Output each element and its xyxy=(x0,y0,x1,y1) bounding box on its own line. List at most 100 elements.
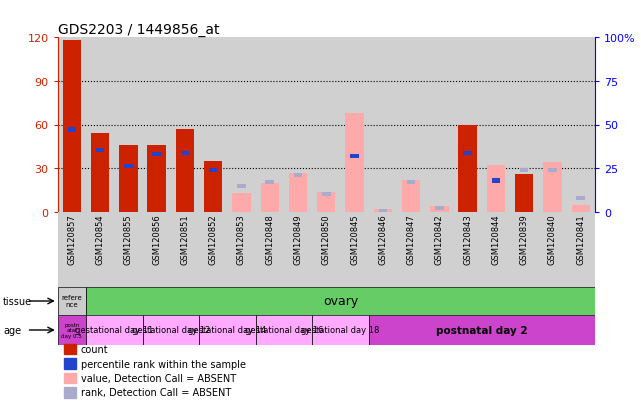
Bar xyxy=(204,161,222,212)
Bar xyxy=(435,206,444,211)
Text: GSM120845: GSM120845 xyxy=(350,214,359,264)
Bar xyxy=(67,128,76,132)
Bar xyxy=(350,154,359,158)
Bar xyxy=(171,212,199,287)
Bar xyxy=(209,169,217,173)
Bar xyxy=(345,114,363,212)
Bar xyxy=(256,212,284,287)
Bar xyxy=(237,185,246,189)
Bar xyxy=(425,38,453,212)
Text: GSM120840: GSM120840 xyxy=(548,214,557,264)
Bar xyxy=(171,38,199,212)
Bar xyxy=(312,212,340,287)
Text: GDS2203 / 1449856_at: GDS2203 / 1449856_at xyxy=(58,23,219,37)
Bar xyxy=(369,315,595,345)
Bar xyxy=(58,315,86,345)
Bar xyxy=(369,212,397,287)
Text: GSM120855: GSM120855 xyxy=(124,214,133,264)
Text: tissue: tissue xyxy=(3,296,32,306)
Bar xyxy=(294,173,303,177)
Bar xyxy=(142,212,171,287)
Bar xyxy=(463,152,472,155)
Text: postnatal day 2: postnatal day 2 xyxy=(436,325,528,335)
Text: GSM120843: GSM120843 xyxy=(463,214,472,265)
Bar xyxy=(284,38,312,212)
Text: GSM120852: GSM120852 xyxy=(209,214,218,264)
Bar xyxy=(567,212,595,287)
Bar xyxy=(397,212,425,287)
Text: GSM120850: GSM120850 xyxy=(322,214,331,264)
Bar xyxy=(572,205,590,212)
Text: GSM120841: GSM120841 xyxy=(576,214,585,264)
Bar xyxy=(520,169,528,173)
Bar xyxy=(96,149,104,152)
Text: GSM120848: GSM120848 xyxy=(265,214,274,265)
Text: gestational day 16: gestational day 16 xyxy=(245,326,323,335)
Bar xyxy=(312,315,369,345)
Bar xyxy=(482,38,510,212)
Text: GSM120857: GSM120857 xyxy=(67,214,76,265)
Text: gestational day 11: gestational day 11 xyxy=(75,326,153,335)
Bar xyxy=(548,169,556,173)
Bar xyxy=(379,209,387,214)
Bar xyxy=(374,209,392,212)
Text: GSM120849: GSM120849 xyxy=(294,214,303,264)
Bar xyxy=(402,180,420,212)
Text: gestational day 12: gestational day 12 xyxy=(131,326,210,335)
Bar xyxy=(256,315,312,345)
Bar xyxy=(510,38,538,212)
Text: postn
atal
day 0.5: postn atal day 0.5 xyxy=(62,322,82,339)
Bar xyxy=(430,206,449,212)
Text: GSM120839: GSM120839 xyxy=(520,214,529,265)
Bar xyxy=(58,38,86,212)
Bar xyxy=(510,212,538,287)
Bar xyxy=(256,38,284,212)
Bar xyxy=(397,38,425,212)
Bar xyxy=(124,164,133,169)
Bar xyxy=(181,152,189,155)
Bar xyxy=(147,145,166,212)
Bar xyxy=(567,38,595,212)
Bar xyxy=(199,212,228,287)
Bar xyxy=(86,38,114,212)
Bar xyxy=(114,212,142,287)
Bar xyxy=(58,287,86,315)
Text: percentile rank within the sample: percentile rank within the sample xyxy=(81,359,246,369)
Text: age: age xyxy=(3,325,21,335)
Text: value, Detection Call = ABSENT: value, Detection Call = ABSENT xyxy=(81,373,236,383)
Bar xyxy=(199,315,256,345)
Bar xyxy=(199,38,228,212)
Text: GSM120847: GSM120847 xyxy=(406,214,415,265)
Bar xyxy=(369,38,397,212)
Bar xyxy=(487,166,505,212)
Bar xyxy=(142,38,171,212)
Bar xyxy=(322,192,331,196)
Bar xyxy=(317,192,335,212)
Text: GSM120853: GSM120853 xyxy=(237,214,246,265)
Bar xyxy=(576,197,585,201)
Bar xyxy=(340,212,369,287)
Bar xyxy=(58,212,86,287)
Bar xyxy=(425,212,453,287)
Bar xyxy=(407,180,415,185)
Bar xyxy=(284,212,312,287)
Bar xyxy=(91,134,109,212)
Text: count: count xyxy=(81,344,108,354)
Bar xyxy=(538,38,567,212)
Text: GSM120854: GSM120854 xyxy=(96,214,104,264)
Text: GSM120846: GSM120846 xyxy=(378,214,387,265)
Bar xyxy=(340,38,369,212)
Text: GSM120851: GSM120851 xyxy=(180,214,189,264)
Bar xyxy=(114,38,142,212)
Bar xyxy=(232,194,251,212)
Bar xyxy=(492,179,500,183)
Bar xyxy=(260,183,279,212)
Bar xyxy=(63,41,81,212)
Bar xyxy=(228,38,256,212)
Bar xyxy=(453,212,482,287)
Bar xyxy=(312,38,340,212)
Bar xyxy=(142,315,199,345)
Bar xyxy=(544,163,562,212)
Bar xyxy=(86,315,142,345)
Bar xyxy=(86,212,114,287)
